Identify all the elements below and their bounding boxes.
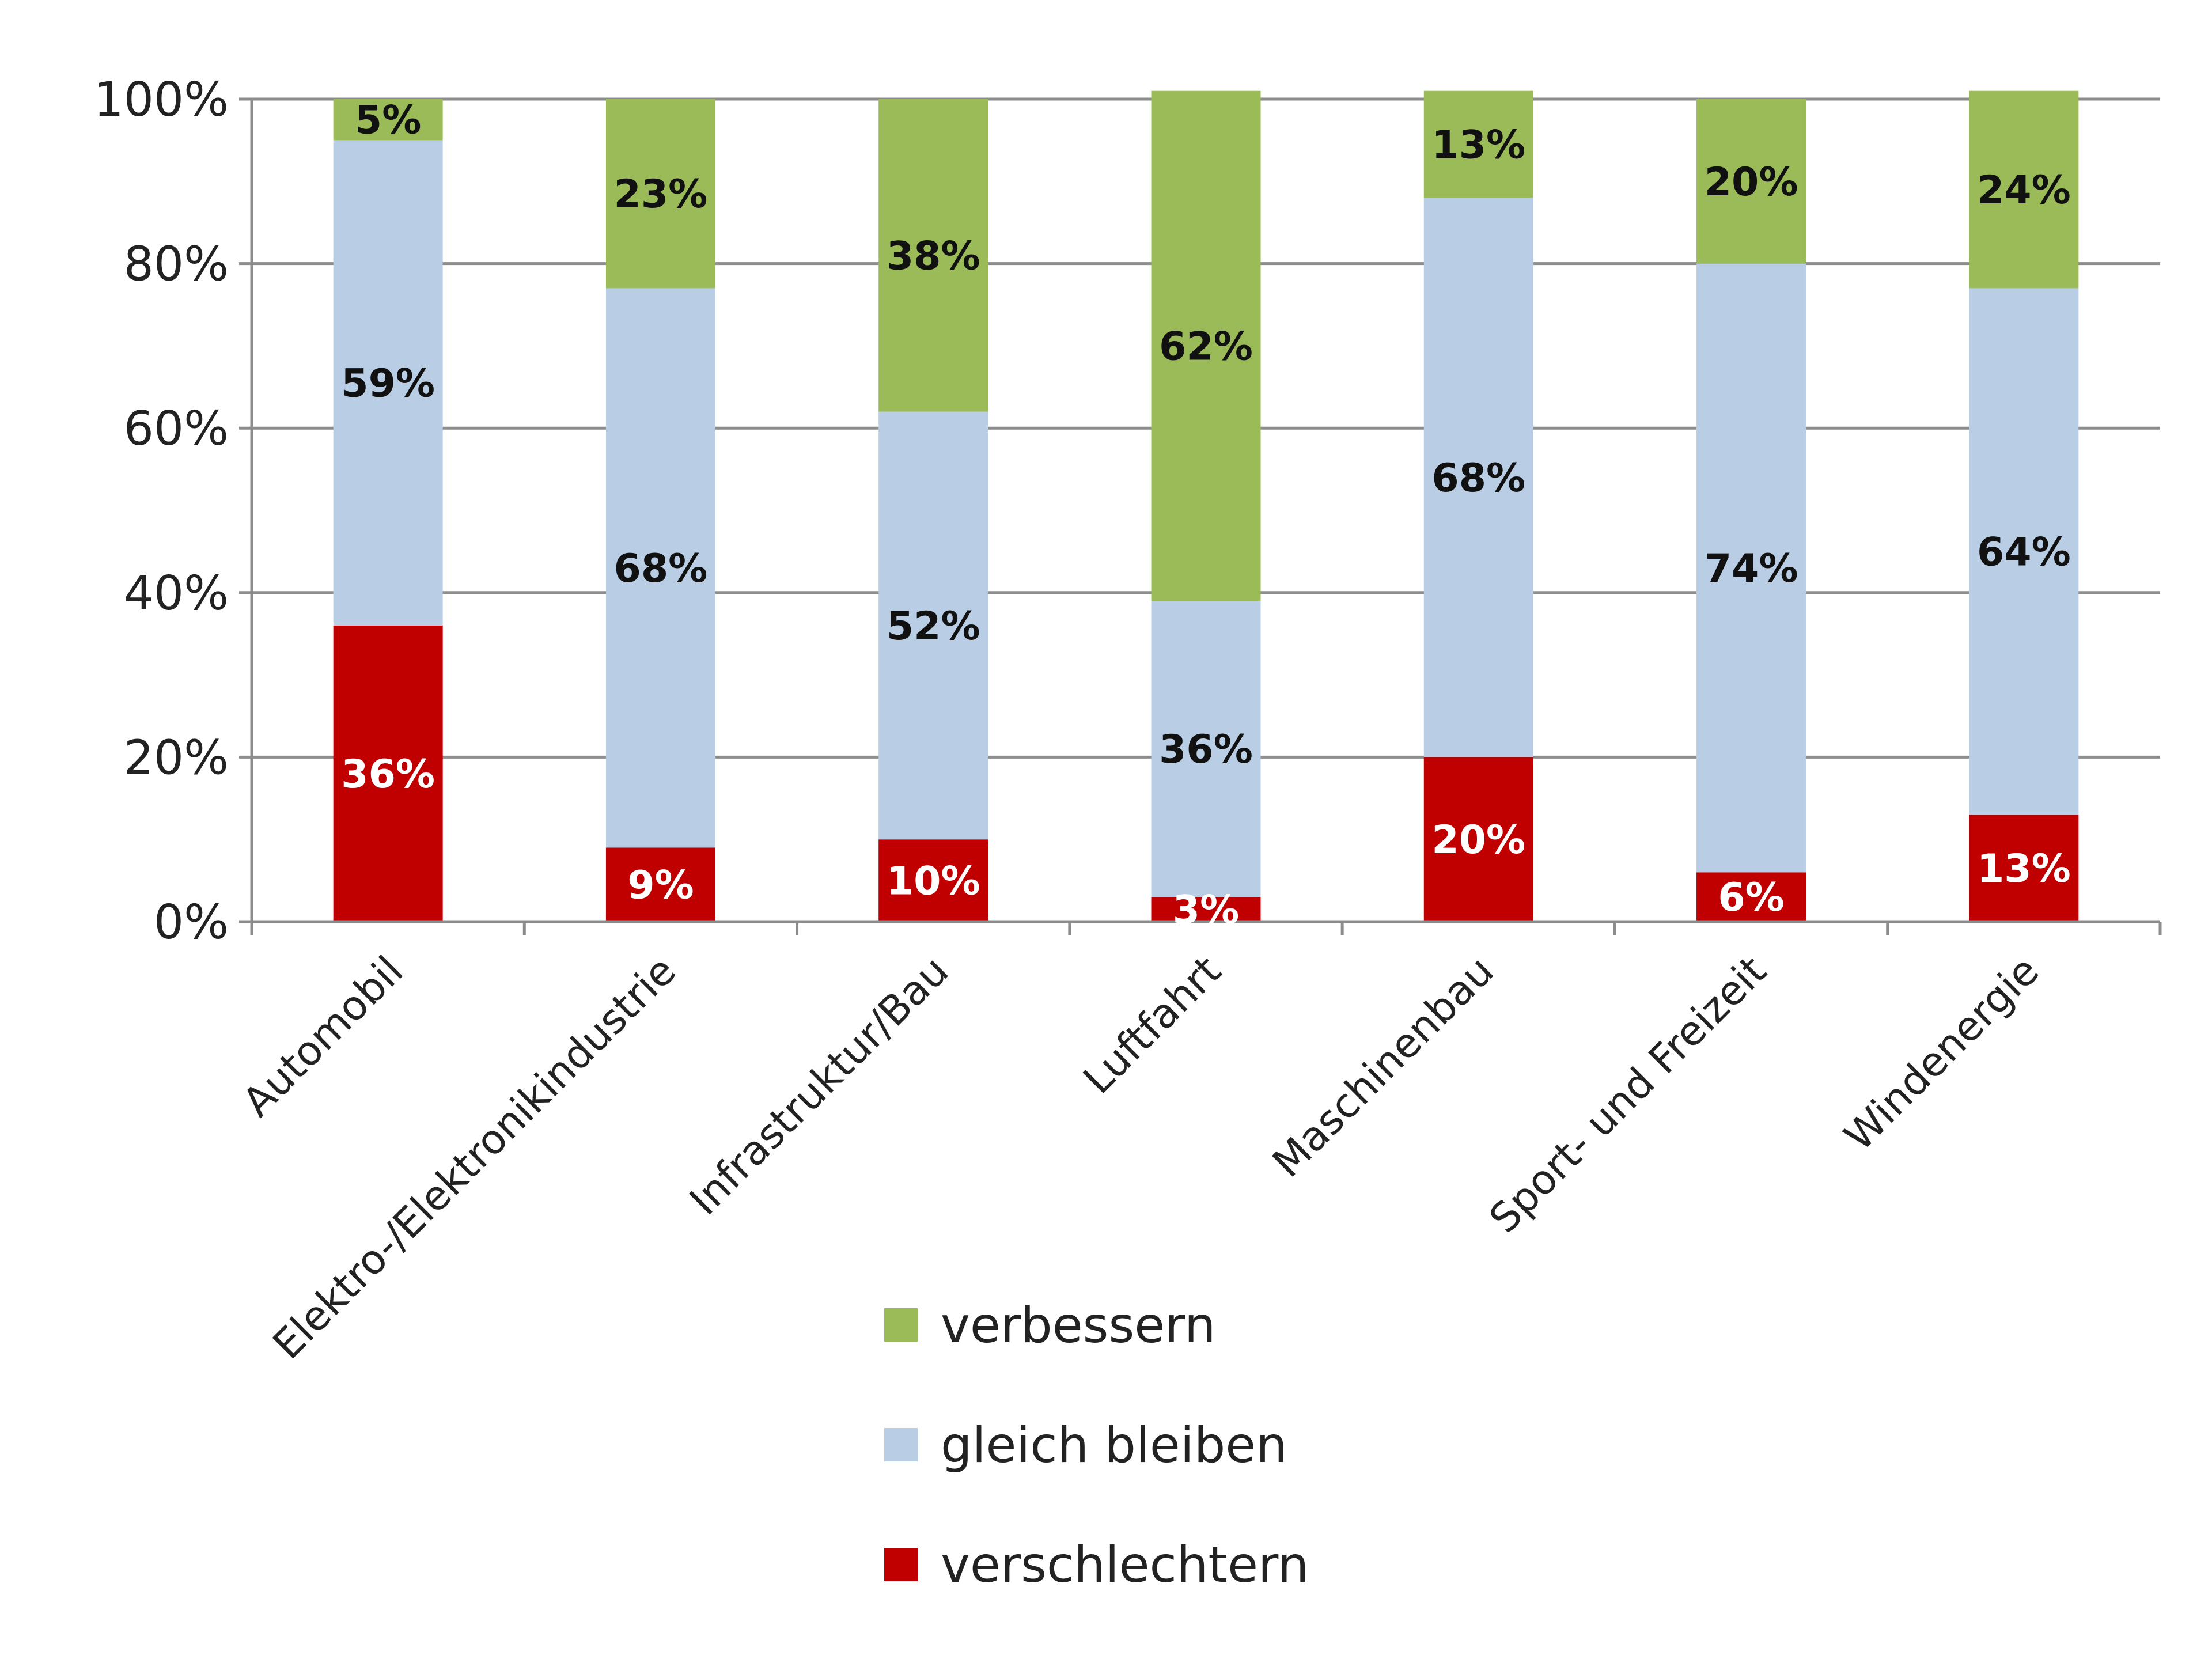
- data-label-verschlechtern-luftfahrt: 3%: [1173, 888, 1239, 933]
- bar-gleich-bleiben-windenergie: [1969, 288, 2079, 815]
- legend-swatch-verbessern: [884, 1308, 918, 1342]
- bar-verbessern-luftfahrt: [1151, 90, 1261, 601]
- legend-swatch-verschlechtern: [884, 1548, 918, 1581]
- data-label-verschlechtern-automobil: 36%: [341, 752, 435, 797]
- data-label-verschlechtern-elektro-elektronikindustrie: 9%: [627, 863, 694, 908]
- data-label-verschlechtern-infrastruktur-bau: 10%: [887, 859, 980, 904]
- data-label-verschlechtern-sport-und-freizeit: 6%: [1718, 875, 1784, 921]
- legend-swatch-gleich-bleiben: [884, 1428, 918, 1461]
- legend-label-verbessern: verbessern: [941, 1297, 1216, 1354]
- data-label-verbessern-elektro-elektronikindustrie: 23%: [614, 172, 708, 217]
- data-label-gleich-bleiben-infrastruktur-bau: 52%: [887, 604, 980, 649]
- bar-verbessern-maschinenbau: [1423, 90, 1533, 198]
- data-label-verbessern-windenergie: 24%: [1977, 168, 2071, 213]
- bar-gleich-bleiben-maschinenbau: [1423, 198, 1533, 757]
- bar-gleich-bleiben-sport-und-freizeit: [1696, 263, 1806, 873]
- bar-gleich-bleiben-elektro-elektronikindustrie: [605, 288, 715, 848]
- x-tick-label-maschinenbau: Maschinenbau: [1263, 947, 1502, 1186]
- legend-label-verschlechtern: verschlechtern: [941, 1536, 1309, 1594]
- data-label-gleich-bleiben-sport-und-freizeit: 74%: [1705, 546, 1798, 592]
- x-tick-label-sport-und-freizeit: Sport- und Freizeit: [1480, 947, 1775, 1242]
- y-tick-label: 0%: [154, 895, 229, 950]
- bars: [333, 90, 2079, 922]
- data-label-gleich-bleiben-luftfahrt: 36%: [1159, 727, 1253, 772]
- bar-verschlechtern-infrastruktur-bau: [878, 839, 988, 922]
- y-tick-label: 60%: [124, 402, 229, 456]
- data-label-gleich-bleiben-windenergie: 64%: [1977, 529, 2071, 575]
- bar-verschlechtern-luftfahrt: [1151, 897, 1261, 922]
- data-label-verbessern-luftfahrt: 62%: [1159, 324, 1253, 369]
- x-tick-label-automobil: Automobil: [233, 947, 412, 1126]
- bar-verschlechtern-elektro-elektronikindustrie: [605, 847, 715, 922]
- y-tick-label: 80%: [124, 237, 229, 292]
- bar-gleich-bleiben-luftfahrt: [1151, 601, 1261, 897]
- bar-verschlechtern-automobil: [333, 625, 443, 922]
- data-label-verbessern-maschinenbau: 13%: [1431, 123, 1525, 168]
- bar-verschlechtern-windenergie: [1969, 815, 2079, 922]
- bar-gleich-bleiben-automobil: [333, 140, 443, 626]
- y-tick-label: 100%: [94, 73, 229, 127]
- bar-verschlechtern-sport-und-freizeit: [1696, 872, 1806, 922]
- data-label-gleich-bleiben-automobil: 59%: [341, 361, 435, 407]
- bar-verschlechtern-maschinenbau: [1423, 757, 1533, 922]
- data-label-gleich-bleiben-maschinenbau: 68%: [1431, 456, 1525, 501]
- bar-verbessern-windenergie: [1969, 90, 2079, 289]
- x-tick-label-luftfahrt: Luftfahrt: [1074, 947, 1230, 1103]
- bar-verbessern-infrastruktur-bau: [878, 99, 988, 412]
- bar-verbessern-sport-und-freizeit: [1696, 99, 1806, 264]
- segment-labels: 36% 59% 5% 9% 68% 23% 10% 52% 38% 3% 36% 62% 20% 68% 1…: [341, 98, 2070, 933]
- data-label-verschlechtern-windenergie: 13%: [1977, 846, 2071, 892]
- legend: verbessern gleich bleiben verschlechtern: [884, 1297, 1309, 1594]
- data-label-verschlechtern-maschinenbau: 20%: [1431, 817, 1525, 863]
- x-tick-label-infrastruktur-bau: Infrastruktur/Bau: [680, 947, 957, 1224]
- x-tick-label-windenergie: Windenergie: [1835, 947, 2048, 1160]
- bar-verbessern-elektro-elektronikindustrie: [605, 99, 715, 289]
- data-label-gleich-bleiben-elektro-elektronikindustrie: 68%: [614, 546, 708, 592]
- data-label-verbessern-infrastruktur-bau: 38%: [887, 233, 980, 279]
- y-tick-label: 40%: [124, 566, 229, 621]
- bar-gleich-bleiben-infrastruktur-bau: [878, 411, 988, 840]
- y-tick-label: 20%: [124, 730, 229, 785]
- data-label-verbessern-sport-und-freizeit: 20%: [1705, 160, 1798, 205]
- legend-label-gleich-bleiben: gleich bleiben: [941, 1416, 1287, 1474]
- bar-verbessern-automobil: [333, 99, 443, 141]
- data-label-verbessern-automobil: 5%: [355, 98, 421, 143]
